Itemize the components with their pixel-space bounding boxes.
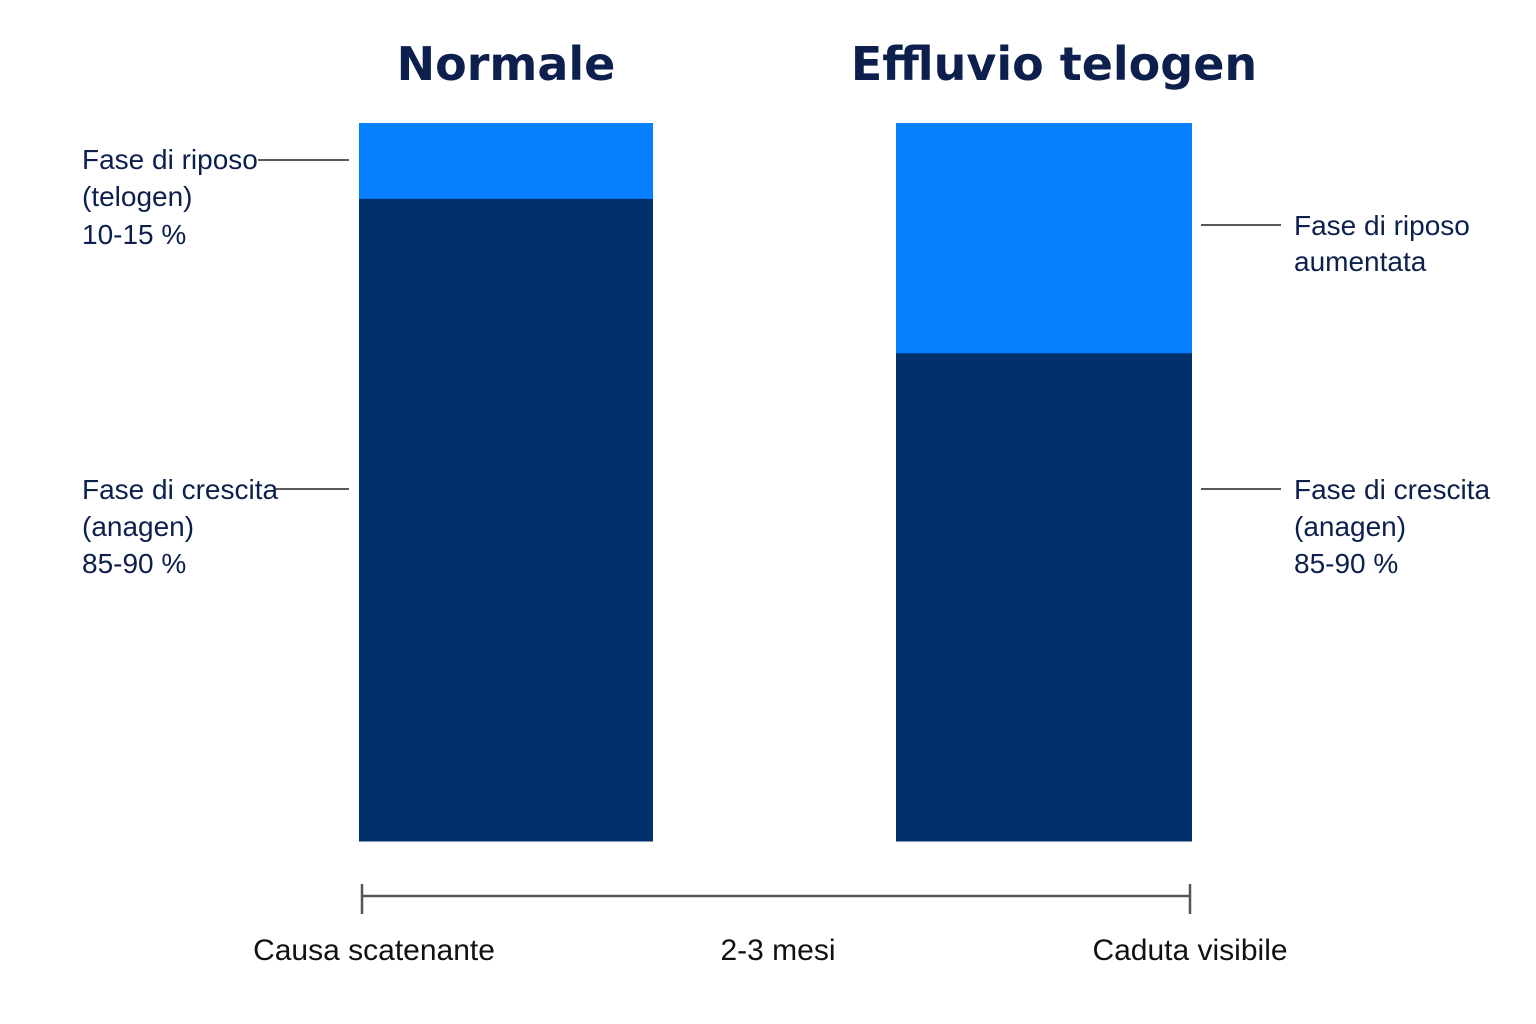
annotation-effluvio-riposo-line-1: Fase di riposo: [1294, 210, 1470, 241]
annotation-effluvio-crescita: Fase di crescita (anagen) 85-90 %: [1201, 474, 1490, 579]
timeline-label-end: Caduta visibile: [1092, 934, 1287, 967]
annotation-effluvio-riposo-line-2: aumentata: [1294, 246, 1427, 277]
annotation-effluvio-crescita-line-1: Fase di crescita: [1294, 474, 1490, 505]
bars-group: [359, 123, 1192, 842]
bar-segment-effluvio-telogen-anagen: [896, 352, 1192, 842]
timeline-label-middle: 2-3 mesi: [720, 934, 835, 967]
bar-segment-normale-anagen: [359, 198, 653, 842]
annotation-normale-crescita: Fase di crescita (anagen) 85-90 %: [82, 474, 349, 579]
column-title-effluvio-telogen: Effluvio telogen: [851, 37, 1257, 91]
bar-segment-effluvio-telogen-telogen: [896, 123, 1192, 354]
annotation-normale-riposo-line-1: Fase di riposo: [82, 144, 258, 175]
timeline-label-start: Causa scatenante: [253, 934, 495, 967]
annotation-normale-riposo-line-3: 10-15 %: [82, 219, 186, 250]
annotation-effluvio-riposo: Fase di riposo aumentata: [1201, 210, 1470, 277]
column-title-normale: Normale: [397, 37, 616, 91]
annotation-normale-riposo-line-2: (telogen): [82, 181, 193, 212]
annotation-normale-crescita-line-3: 85-90 %: [82, 548, 186, 579]
annotation-normale-crescita-line-2: (anagen): [82, 511, 194, 542]
annotation-normale-crescita-line-1: Fase di crescita: [82, 474, 278, 505]
timeline: Causa scatenante 2-3 mesi Caduta visibil…: [253, 884, 1288, 967]
annotation-effluvio-crescita-line-2: (anagen): [1294, 511, 1406, 542]
annotation-normale-riposo: Fase di riposo (telogen) 10-15 %: [82, 144, 349, 250]
bar-segment-normale-telogen: [359, 123, 653, 199]
annotation-effluvio-crescita-line-3: 85-90 %: [1294, 548, 1398, 579]
